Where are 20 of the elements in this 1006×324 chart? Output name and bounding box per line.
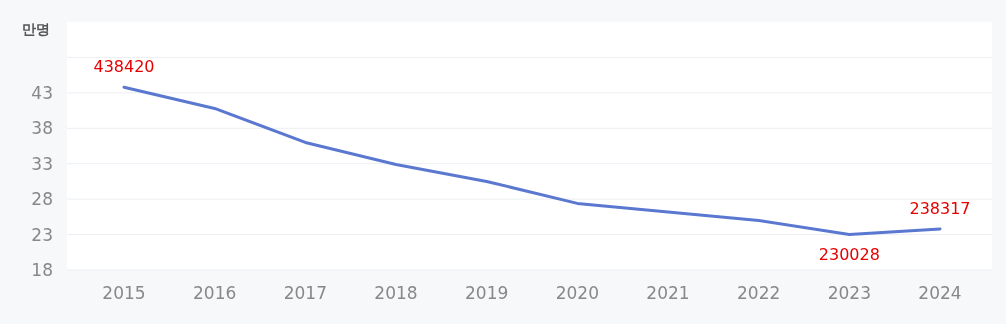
- x-tick-label: 2020: [555, 283, 599, 303]
- x-tick-label: 2018: [374, 283, 418, 303]
- x-tick-label: 2016: [193, 283, 237, 303]
- y-tick-label: 28: [31, 189, 53, 210]
- x-tick-label: 2021: [646, 283, 690, 303]
- x-tick-label: 2015: [102, 283, 146, 303]
- x-tick-label: 2023: [827, 283, 871, 303]
- x-tick-label: 2024: [918, 283, 962, 303]
- x-tick-label: 2017: [283, 283, 327, 303]
- y-tick-label: 23: [31, 224, 53, 245]
- y-tick-label: 43: [31, 82, 53, 103]
- y-axis-title: 만명: [22, 21, 50, 37]
- x-tick-label: 2019: [465, 283, 509, 303]
- annotation: 230028: [818, 244, 880, 264]
- y-tick-label: 18: [31, 260, 53, 280]
- x-tick-label: 2022: [737, 283, 781, 303]
- annotation: 238317: [909, 198, 971, 218]
- annotation: 438420: [93, 57, 155, 77]
- y-tick-label: 38: [31, 118, 53, 139]
- y-tick-label: 33: [31, 153, 53, 174]
